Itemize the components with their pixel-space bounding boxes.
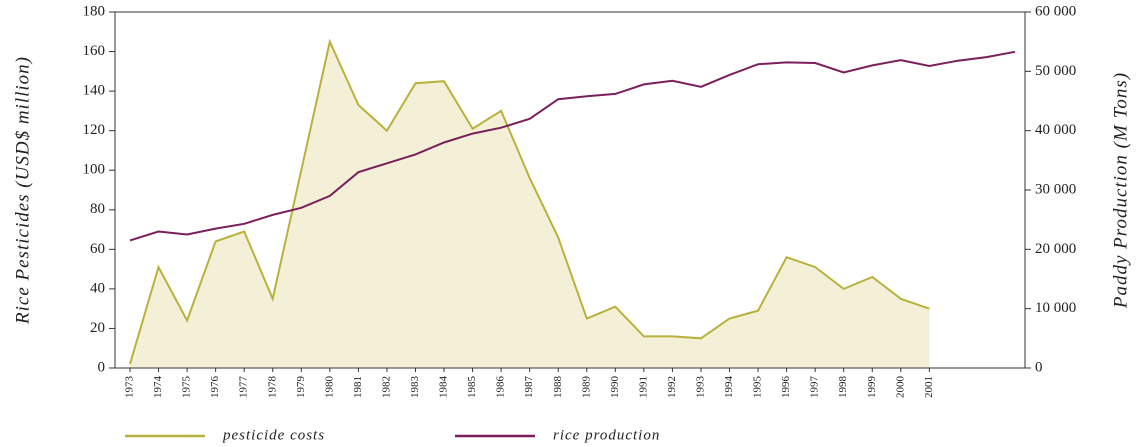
y-tick-label: 0	[98, 359, 106, 375]
x-tick-label: 1992	[666, 376, 678, 398]
area	[130, 41, 930, 368]
x-tick-label: 1981	[352, 376, 364, 398]
y2-tick-label: 10 000	[1035, 300, 1076, 316]
x-tick-label: 1991	[637, 376, 649, 398]
x-tick-label: 1973	[124, 376, 136, 399]
y-tick-label: 180	[83, 3, 106, 19]
x-tick-label: 2001	[923, 376, 935, 398]
x-tick-label: 1982	[380, 376, 392, 398]
line	[129, 50, 1016, 242]
x-tick-label: 1996	[780, 376, 792, 399]
y2-tick-label: 60 000	[1035, 3, 1076, 19]
x-tick-label: 1983	[409, 376, 421, 399]
x-tick-label: 1990	[609, 376, 621, 399]
x-tick-label: 1986	[495, 376, 507, 399]
x-tick-label: 1974	[152, 376, 164, 399]
x-tick-label: 1985	[466, 376, 478, 399]
x-tick-label: 1988	[552, 376, 564, 399]
y-tick-label: 60	[90, 241, 105, 257]
y-tick-label: 120	[83, 122, 106, 138]
y2-tick-label: 40 000	[1035, 122, 1076, 138]
line	[129, 38, 930, 365]
x-tick-label: 1977	[238, 376, 250, 399]
y-tick-label: 140	[83, 83, 106, 99]
legend-label: rice production	[553, 427, 660, 443]
y2-tick-label: 30 000	[1035, 181, 1076, 197]
x-tick-label: 1995	[752, 376, 764, 399]
x-tick-label: 1999	[866, 376, 878, 399]
x-tick-label: 1978	[266, 376, 278, 399]
x-tick-label: 1984	[438, 376, 450, 399]
y-tick-label: 160	[83, 43, 106, 59]
x-tick-label: 1987	[523, 376, 535, 399]
y2-tick-label: 20 000	[1035, 241, 1076, 257]
x-tick-label: 2000	[894, 376, 906, 399]
y-tick-label: 80	[90, 201, 105, 217]
x-tick-label: 1998	[837, 376, 849, 399]
y-tick-label: 20	[90, 320, 105, 336]
y-tick-label: 40	[90, 280, 105, 296]
x-tick-label: 1980	[323, 376, 335, 399]
legend-label: pesticide costs	[222, 427, 325, 443]
x-tick-label: 1976	[209, 376, 221, 399]
x-tick-label: 1989	[580, 376, 592, 399]
y2-tick-label: 0	[1035, 359, 1043, 375]
x-tick-label: 1993	[694, 376, 706, 399]
x-tick-label: 1997	[809, 376, 821, 399]
y-axis-label: Rice Pesticides (USD$ million)	[12, 56, 33, 325]
x-tick-label: 1994	[723, 376, 735, 399]
y2-tick-label: 50 000	[1035, 63, 1076, 79]
x-tick-label: 1979	[295, 376, 307, 399]
x-tick-label: 1975	[181, 376, 193, 399]
y-tick-label: 100	[83, 162, 106, 178]
y2-axis-label: Paddy Production (M Tons)	[1110, 72, 1131, 309]
